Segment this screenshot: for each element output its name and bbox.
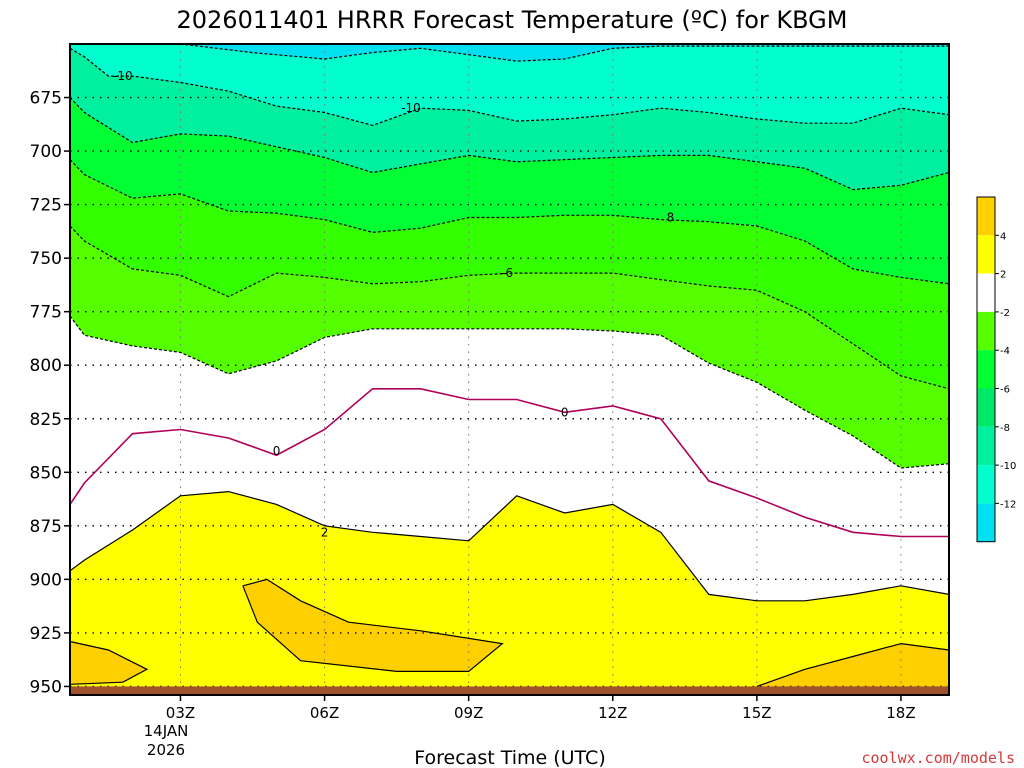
y-tick-label: 950 — [30, 677, 62, 697]
credit-text: coolwx.com/models — [861, 749, 1015, 767]
y-tick-label: 875 — [30, 517, 62, 537]
contour-label: 0 — [561, 405, 569, 419]
colorbar-bin — [977, 503, 995, 542]
y-tick-label: 750 — [30, 249, 62, 269]
y-tick-label: 850 — [30, 463, 62, 483]
x-tick-label: 12Z — [598, 704, 627, 722]
ground-strip — [70, 686, 949, 695]
contour-line — [69, 225, 950, 390]
x-axis-label: Forecast Time (UTC) — [414, 747, 605, 768]
contour-line — [69, 387, 949, 538]
y-tick-label: 825 — [30, 410, 62, 430]
y-axis: 675 700 725 750 775 800 825 850 875 900 925 950 — [30, 89, 70, 697]
x-tick-label: 18Z — [886, 704, 915, 722]
contour-label: 8 — [667, 210, 675, 224]
plot-frame — [69, 43, 950, 696]
x-tick-label: 03Z — [166, 704, 195, 722]
colorbar-bin — [977, 465, 995, 504]
fill-band-above-4-pocket — [70, 641, 147, 685]
colorbar-frame — [976, 196, 996, 543]
contour-line — [242, 578, 504, 673]
colorbar-label: -4 — [1000, 346, 1010, 357]
contour-label: -6 — [501, 266, 513, 280]
contour-line — [69, 640, 149, 685]
y-tick-label: 725 — [30, 196, 62, 216]
colorbar-bin — [977, 388, 995, 427]
date-line-1: 14JAN — [144, 722, 189, 740]
contour-line — [69, 47, 950, 127]
y-tick-label: 775 — [30, 303, 62, 323]
y-tick-label: 675 — [30, 89, 62, 109]
colorbar-bin — [977, 235, 995, 274]
x-tick-label: 15Z — [742, 704, 771, 722]
x-axis: 03Z 06Z 09Z 12Z 15Z 18Z — [166, 695, 916, 722]
contour-line — [69, 490, 950, 602]
colorbar-bin — [977, 311, 995, 351]
colorbar: 4 2 -2 -4 -6 -8 -10 -12 — [976, 196, 1016, 543]
contour-layer: -10 -10 8 -6 0 0 2 — [69, 43, 950, 687]
colorbar-bin — [977, 350, 995, 389]
contour-line — [756, 642, 950, 687]
y-tick-label: 925 — [30, 624, 62, 644]
colorbar-label: 2 — [1000, 270, 1006, 281]
x-tick-label: 09Z — [454, 704, 483, 722]
contour-line — [70, 43, 949, 62]
contour-line — [69, 97, 950, 191]
colorbar-bin — [977, 197, 995, 236]
colorbar-label: -10 — [1000, 461, 1016, 472]
colorbar-bin — [977, 426, 995, 466]
colorbar-bin — [977, 273, 995, 312]
colorbar-label: 4 — [1000, 231, 1006, 242]
colorbar-label: -2 — [1000, 308, 1010, 319]
contour-label: 2 — [321, 525, 329, 539]
x-tick-label: 06Z — [310, 704, 339, 722]
chart-title: 2026011401 HRRR Forecast Temperature (ºC… — [176, 6, 847, 34]
y-tick-label: 700 — [30, 142, 62, 162]
temperature-fill-layer — [70, 44, 949, 696]
contour-label: -10 — [401, 101, 421, 115]
date-line-2: 2026 — [147, 741, 185, 759]
colorbar-label: -8 — [1000, 423, 1010, 434]
colorbar-label: -12 — [1000, 499, 1016, 510]
contour-line — [69, 159, 950, 285]
y-tick-label: 800 — [30, 356, 62, 376]
contour-line — [69, 315, 950, 469]
colorbar-label: -6 — [1000, 385, 1010, 396]
contour-label: 0 — [273, 444, 281, 458]
contour-label: -10 — [113, 69, 133, 83]
y-tick-label: 900 — [30, 570, 62, 590]
